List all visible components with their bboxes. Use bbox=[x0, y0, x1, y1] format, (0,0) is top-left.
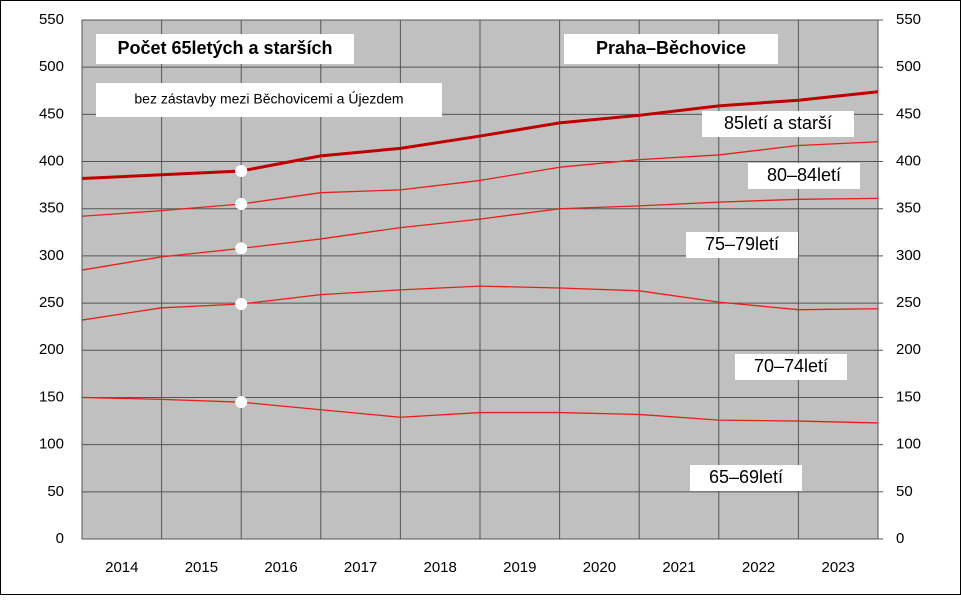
y2-tick-label: 50 bbox=[896, 483, 913, 500]
x-tick-label: 2014 bbox=[105, 559, 138, 576]
point-marker bbox=[235, 396, 248, 409]
y-tick-label: 550 bbox=[39, 11, 64, 28]
y-tick-label: 250 bbox=[39, 294, 64, 311]
y-tick-label: 350 bbox=[39, 200, 64, 217]
point-marker bbox=[235, 242, 248, 255]
x-tick-label: 2019 bbox=[503, 559, 536, 576]
point-marker bbox=[235, 298, 248, 311]
series-label: 85letí a starší bbox=[724, 113, 832, 133]
y-tick-label: 300 bbox=[39, 247, 64, 264]
y2-tick-label: 500 bbox=[896, 58, 921, 75]
series-line bbox=[81, 141, 879, 217]
subtitle-box bbox=[564, 34, 778, 64]
y-tick-label: 400 bbox=[39, 153, 64, 170]
x-tick-label: 2015 bbox=[185, 559, 218, 576]
point-marker bbox=[235, 164, 248, 177]
point-marker bbox=[235, 198, 248, 211]
chart-title: Počet 65letých a starších bbox=[117, 38, 332, 58]
series-label: 70–74letí bbox=[754, 356, 828, 376]
y2-tick-label: 150 bbox=[896, 388, 921, 405]
y2-tick-label: 100 bbox=[896, 436, 921, 453]
y2-tick-label: 550 bbox=[896, 11, 921, 28]
series-line bbox=[81, 90, 879, 181]
x-tick-label: 2021 bbox=[662, 559, 695, 576]
series-label-box bbox=[686, 232, 798, 258]
y-tick-label: 150 bbox=[39, 388, 64, 405]
x-tick-label: 2020 bbox=[583, 559, 616, 576]
y-tick-label: 0 bbox=[56, 530, 64, 547]
x-tick-label: 2022 bbox=[742, 559, 775, 576]
chart-subtitle: Praha–Běchovice bbox=[596, 38, 746, 58]
series-label-box bbox=[735, 354, 847, 380]
series-label-box bbox=[690, 465, 802, 491]
series-label: 65–69letí bbox=[709, 467, 783, 487]
y2-tick-label: 450 bbox=[896, 105, 921, 122]
title-box bbox=[96, 34, 354, 64]
annotation-box bbox=[96, 83, 442, 117]
y-tick-label: 500 bbox=[39, 58, 64, 75]
y2-tick-label: 0 bbox=[896, 530, 904, 547]
y2-tick-label: 250 bbox=[896, 294, 921, 311]
x-tick-label: 2016 bbox=[264, 559, 297, 576]
series-line bbox=[81, 396, 879, 424]
series-label: 75–79letí bbox=[705, 234, 779, 254]
plot-border bbox=[81, 19, 879, 540]
series-label-box bbox=[702, 111, 854, 137]
y-tick-label: 450 bbox=[39, 105, 64, 122]
y-tick-label: 50 bbox=[47, 483, 64, 500]
annotation: bez zástavby mezi Běchovicemi a Újezdem bbox=[134, 91, 403, 107]
series-label: 80–84letí bbox=[767, 165, 841, 185]
x-tick-label: 2018 bbox=[424, 559, 457, 576]
series-line bbox=[81, 285, 879, 321]
y2-tick-label: 350 bbox=[896, 200, 921, 217]
y2-tick-label: 300 bbox=[896, 247, 921, 264]
x-tick-label: 2017 bbox=[344, 559, 377, 576]
y-tick-label: 200 bbox=[39, 341, 64, 358]
series-line bbox=[81, 197, 879, 271]
y2-tick-label: 400 bbox=[896, 153, 921, 170]
x-tick-label: 2023 bbox=[822, 559, 855, 576]
y-tick-label: 100 bbox=[39, 436, 64, 453]
series-label-box bbox=[748, 163, 860, 189]
y2-tick-label: 200 bbox=[896, 341, 921, 358]
